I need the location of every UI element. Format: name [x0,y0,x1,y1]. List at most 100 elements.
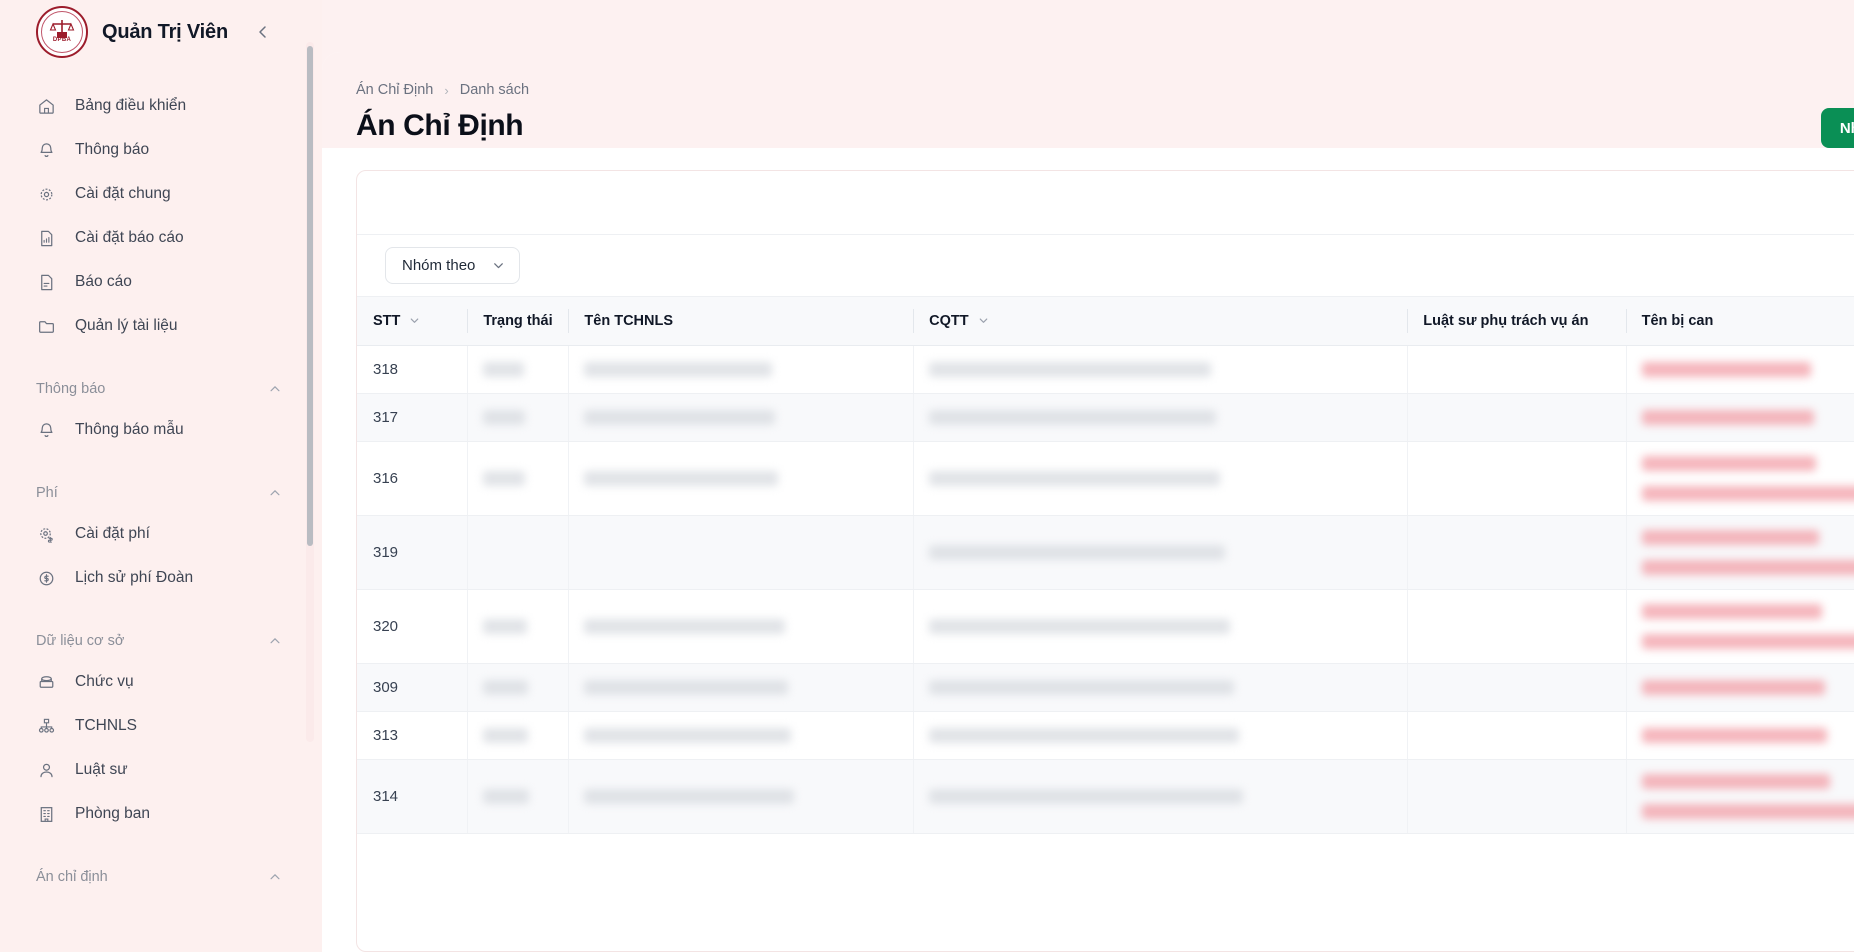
cell-ten-tchnls[interactable] [568,759,914,834]
cell-cqtt[interactable] [913,345,1408,394]
column-header-stt[interactable]: STT [357,297,468,346]
table-panel: Bộ lọc 0 Nhóm theo [356,170,1854,952]
cell-stt[interactable]: 316 [357,441,468,516]
sidebar-item-dashboard[interactable]: Bảng điều khiển [0,84,322,128]
column-header-luat-su[interactable]: Luật sư phụ trách vụ án [1407,297,1626,346]
cell-stt[interactable]: 320 [357,589,468,664]
cell-stt[interactable]: 318 [357,345,468,394]
cell-luat-su[interactable] [1407,589,1626,664]
cell-stt[interactable]: 319 [357,515,468,590]
assigned-cases-table: STT Trạng thái [357,297,1854,834]
sidebar-item-document-management[interactable]: Quản lý tài liệu [0,304,322,348]
group-by-dropdown[interactable]: Nhóm theo [385,247,521,284]
cell-ten-bi-can[interactable] [1625,393,1854,442]
cell-cqtt[interactable] [913,589,1408,664]
sidebar-scrollbar-thumb[interactable] [307,46,313,546]
cell-cqtt[interactable] [913,759,1408,834]
cell-stt[interactable]: 314 [357,759,468,834]
table-row[interactable]: 316 [357,441,1854,516]
column-header-trang-thai[interactable]: Trạng thái [467,297,569,346]
gear-dollar-icon [36,524,57,545]
sidebar-item-reports[interactable]: Báo cáo [0,260,322,304]
cell-luat-su[interactable] [1407,393,1626,442]
cell-ten-tchnls[interactable] [568,441,914,516]
cell-luat-su[interactable] [1407,663,1626,712]
cell-ten-bi-can[interactable] [1625,441,1854,516]
sidebar-item-tchnls[interactable]: TCHNLS [0,704,322,748]
cell-cqtt[interactable] [913,711,1408,760]
sidebar-section-label: Phí [36,485,58,501]
sidebar-item-fee-history[interactable]: Lịch sử phí Đoàn [0,556,322,600]
sidebar-item-departments[interactable]: Phòng ban [0,792,322,836]
sidebar-item-notifications[interactable]: Thông báo [0,128,322,172]
top-bar: 6 [322,0,1854,52]
table-row[interactable]: 319 [357,515,1854,590]
cell-trang-thai[interactable] [467,759,569,834]
cell-ten-bi-can[interactable] [1625,589,1854,664]
cell-trang-thai[interactable] [467,515,569,590]
column-header-ten-tchnls[interactable]: Tên TCHNLS [568,297,914,346]
sidebar-item-label: Cài đặt chung [75,185,171,202]
sidebar-item-fee-settings[interactable]: Cài đặt phí [0,512,322,556]
table-row[interactable]: 318 [357,345,1854,394]
bulk-import-label: Nhập hàng loạt [1839,119,1854,137]
table-scroll-area[interactable]: STT Trạng thái [357,297,1854,951]
cell-trang-thai[interactable] [467,589,569,664]
cell-ten-bi-can[interactable] [1625,663,1854,712]
cell-trang-thai[interactable] [467,711,569,760]
sidebar-item-label: Phòng ban [75,805,150,822]
spacer [0,452,322,474]
table-row[interactable]: 317 [357,393,1854,442]
table-row[interactable]: 309 [357,663,1854,712]
table-row[interactable]: 320 [357,589,1854,664]
table-row[interactable]: 314 [357,759,1854,834]
cell-luat-su[interactable] [1407,759,1626,834]
page-header: Án Chỉ Định › Danh sách Án Chỉ Định Nhập… [322,52,1854,148]
cell-ten-tchnls[interactable] [568,589,914,664]
redacted-text [1641,803,1854,819]
cell-ten-tchnls[interactable] [568,345,914,394]
sidebar-item-positions[interactable]: Chức vụ [0,660,322,704]
cell-ten-tchnls[interactable] [568,711,914,760]
chevron-up-icon [268,382,282,396]
cell-ten-tchnls[interactable] [568,663,914,712]
cell-cqtt[interactable] [913,393,1408,442]
cell-ten-tchnls[interactable] [568,393,914,442]
cell-cqtt[interactable] [913,515,1408,590]
cell-ten-bi-can[interactable] [1625,759,1854,834]
sidebar-section-master-data[interactable]: Dữ liệu cơ sở [0,622,322,660]
column-label: Trạng thái [483,312,553,329]
cell-stt[interactable]: 309 [357,663,468,712]
sidebar-section-notifications[interactable]: Thông báo [0,370,322,408]
bulk-import-button[interactable]: Nhập hàng loạt [1820,108,1854,148]
cell-ten-tchnls[interactable] [568,515,914,590]
sidebar-item-report-settings[interactable]: Cài đặt báo cáo [0,216,322,260]
box-icon [36,672,57,693]
cell-ten-bi-can[interactable] [1625,345,1854,394]
cell-trang-thai[interactable] [467,441,569,516]
cell-luat-su[interactable] [1407,441,1626,516]
sidebar-collapse-button[interactable] [250,19,276,45]
cell-cqtt[interactable] [913,441,1408,516]
sidebar-item-lawyers[interactable]: Luật sư [0,748,322,792]
breadcrumb-item-list[interactable]: Danh sách [459,82,530,98]
sidebar-section-fees[interactable]: Phí [0,474,322,512]
sidebar-section-assigned-cases[interactable]: Án chỉ định [0,858,322,896]
column-header-cqtt[interactable]: CQTT [913,297,1408,346]
sidebar-item-general-settings[interactable]: Cài đặt chung [0,172,322,216]
cell-luat-su[interactable] [1407,515,1626,590]
cell-luat-su[interactable] [1407,345,1626,394]
cell-ten-bi-can[interactable] [1625,711,1854,760]
column-header-ten-bi-can[interactable]: Tên bị can [1625,297,1854,346]
cell-trang-thai[interactable] [467,345,569,394]
breadcrumb-item-root[interactable]: Án Chỉ Định [356,82,434,98]
table-row[interactable]: 313 [357,711,1854,760]
cell-stt[interactable]: 317 [357,393,468,442]
cell-cqtt[interactable] [913,663,1408,712]
cell-luat-su[interactable] [1407,711,1626,760]
cell-trang-thai[interactable] [467,393,569,442]
cell-trang-thai[interactable] [467,663,569,712]
cell-ten-bi-can[interactable] [1625,515,1854,590]
sidebar-item-notification-template[interactable]: Thông báo mẫu [0,408,322,452]
cell-stt[interactable]: 313 [357,711,468,760]
